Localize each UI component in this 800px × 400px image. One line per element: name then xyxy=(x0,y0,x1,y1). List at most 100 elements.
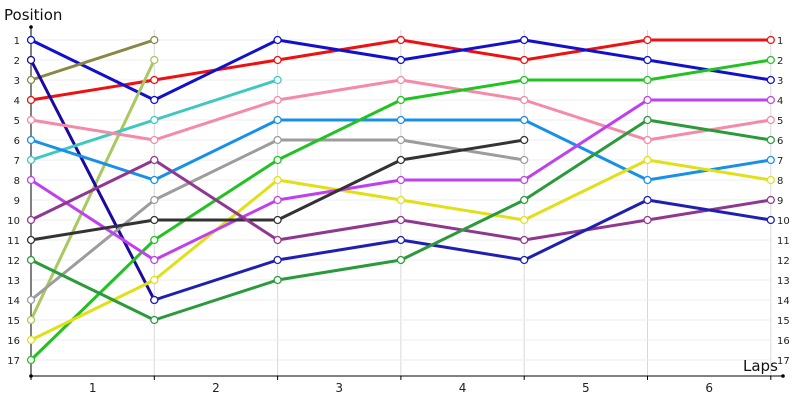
data-point xyxy=(766,55,775,65)
y-tick-label-left: 11 xyxy=(7,236,20,247)
data-point xyxy=(396,155,406,165)
y-tick-label-left: 5 xyxy=(14,116,20,127)
x-axis-title: Laps xyxy=(743,357,778,375)
data-point xyxy=(396,195,406,205)
y-tick-label-right: 6 xyxy=(777,136,783,147)
data-point xyxy=(396,95,406,105)
data-point xyxy=(643,155,652,165)
y-tick-label-right: 16 xyxy=(777,336,790,347)
y-axis-title: Position xyxy=(4,6,62,24)
data-point xyxy=(26,295,36,305)
y-tick-label-right: 12 xyxy=(777,256,790,267)
series-7 xyxy=(26,75,775,145)
data-point xyxy=(396,55,406,65)
data-point xyxy=(273,215,282,225)
data-point xyxy=(26,175,36,185)
series-6 xyxy=(26,75,282,165)
data-point xyxy=(766,195,775,205)
y-tick-label-left: 1 xyxy=(14,36,20,47)
y-tick-label-right: 7 xyxy=(777,156,783,167)
y-tick-label-left: 9 xyxy=(14,196,20,207)
data-point xyxy=(520,35,529,45)
y-tick-label-left: 15 xyxy=(7,316,20,327)
data-point xyxy=(26,235,36,245)
data-point xyxy=(273,135,282,145)
data-point xyxy=(396,235,406,245)
data-point xyxy=(520,175,529,185)
data-point xyxy=(643,195,652,205)
y-tick-label-left: 6 xyxy=(14,136,20,147)
data-point xyxy=(273,175,282,185)
data-point xyxy=(150,255,159,265)
data-point xyxy=(273,35,282,45)
series-group xyxy=(26,35,775,365)
x-axis-arrow xyxy=(781,374,785,378)
data-point xyxy=(273,155,282,165)
data-point xyxy=(520,235,529,245)
data-point xyxy=(520,135,529,145)
data-point xyxy=(150,55,159,65)
series-2 xyxy=(26,35,775,105)
y-tick-label-right: 5 xyxy=(777,116,783,127)
y-tick-label-right: 2 xyxy=(777,56,783,67)
data-point xyxy=(26,315,36,325)
series-3 xyxy=(26,35,159,85)
series-16 xyxy=(26,115,775,325)
data-point xyxy=(520,115,529,125)
data-point xyxy=(26,75,36,85)
data-point xyxy=(150,155,159,165)
data-point xyxy=(396,135,406,145)
data-point xyxy=(273,275,282,285)
x-tick-label: 2 xyxy=(212,381,220,395)
data-point xyxy=(643,215,652,225)
data-point xyxy=(26,55,36,65)
x-tick-label: 1 xyxy=(89,381,97,395)
y-tick-label-left: 16 xyxy=(7,336,20,347)
data-point xyxy=(520,75,529,85)
data-point xyxy=(273,115,282,125)
data-point xyxy=(273,55,282,65)
data-point xyxy=(26,155,36,165)
data-point xyxy=(26,95,36,105)
y-tick-label-right: 10 xyxy=(777,216,790,227)
data-point xyxy=(150,215,159,225)
data-point xyxy=(396,75,406,85)
data-point xyxy=(273,255,282,265)
data-point xyxy=(766,175,775,185)
y-tick-label-left: 8 xyxy=(14,176,20,187)
data-point xyxy=(643,75,652,85)
data-point xyxy=(643,95,652,105)
series-11 xyxy=(26,155,775,345)
data-point xyxy=(766,215,775,225)
data-point xyxy=(520,155,529,165)
data-point xyxy=(150,75,159,85)
data-point xyxy=(150,295,159,305)
data-point xyxy=(643,35,652,45)
series-12 xyxy=(26,95,775,265)
y-tick-label-right: 14 xyxy=(777,296,790,307)
y-tick-label-right: 11 xyxy=(777,236,790,247)
series-14 xyxy=(26,155,775,245)
data-point xyxy=(396,175,406,185)
y-tick-label-left: 2 xyxy=(14,56,20,67)
data-point xyxy=(766,35,775,45)
y-tick-label-right: 15 xyxy=(777,316,790,327)
series-13 xyxy=(26,135,529,245)
data-point xyxy=(766,75,775,85)
data-point xyxy=(150,315,159,325)
data-point xyxy=(520,55,529,65)
y-tick-label-right: 3 xyxy=(777,76,783,87)
y-tick-label-left: 4 xyxy=(14,96,20,107)
data-point xyxy=(396,115,406,125)
y-tick-label-left: 3 xyxy=(14,76,20,87)
y-tick-label-right: 17 xyxy=(777,356,790,367)
data-point xyxy=(520,215,529,225)
data-point xyxy=(643,175,652,185)
data-point xyxy=(150,35,159,45)
data-point xyxy=(520,195,529,205)
data-point xyxy=(643,55,652,65)
data-point xyxy=(766,155,775,165)
data-point xyxy=(150,95,159,105)
y-tick-label-right: 8 xyxy=(777,176,783,187)
